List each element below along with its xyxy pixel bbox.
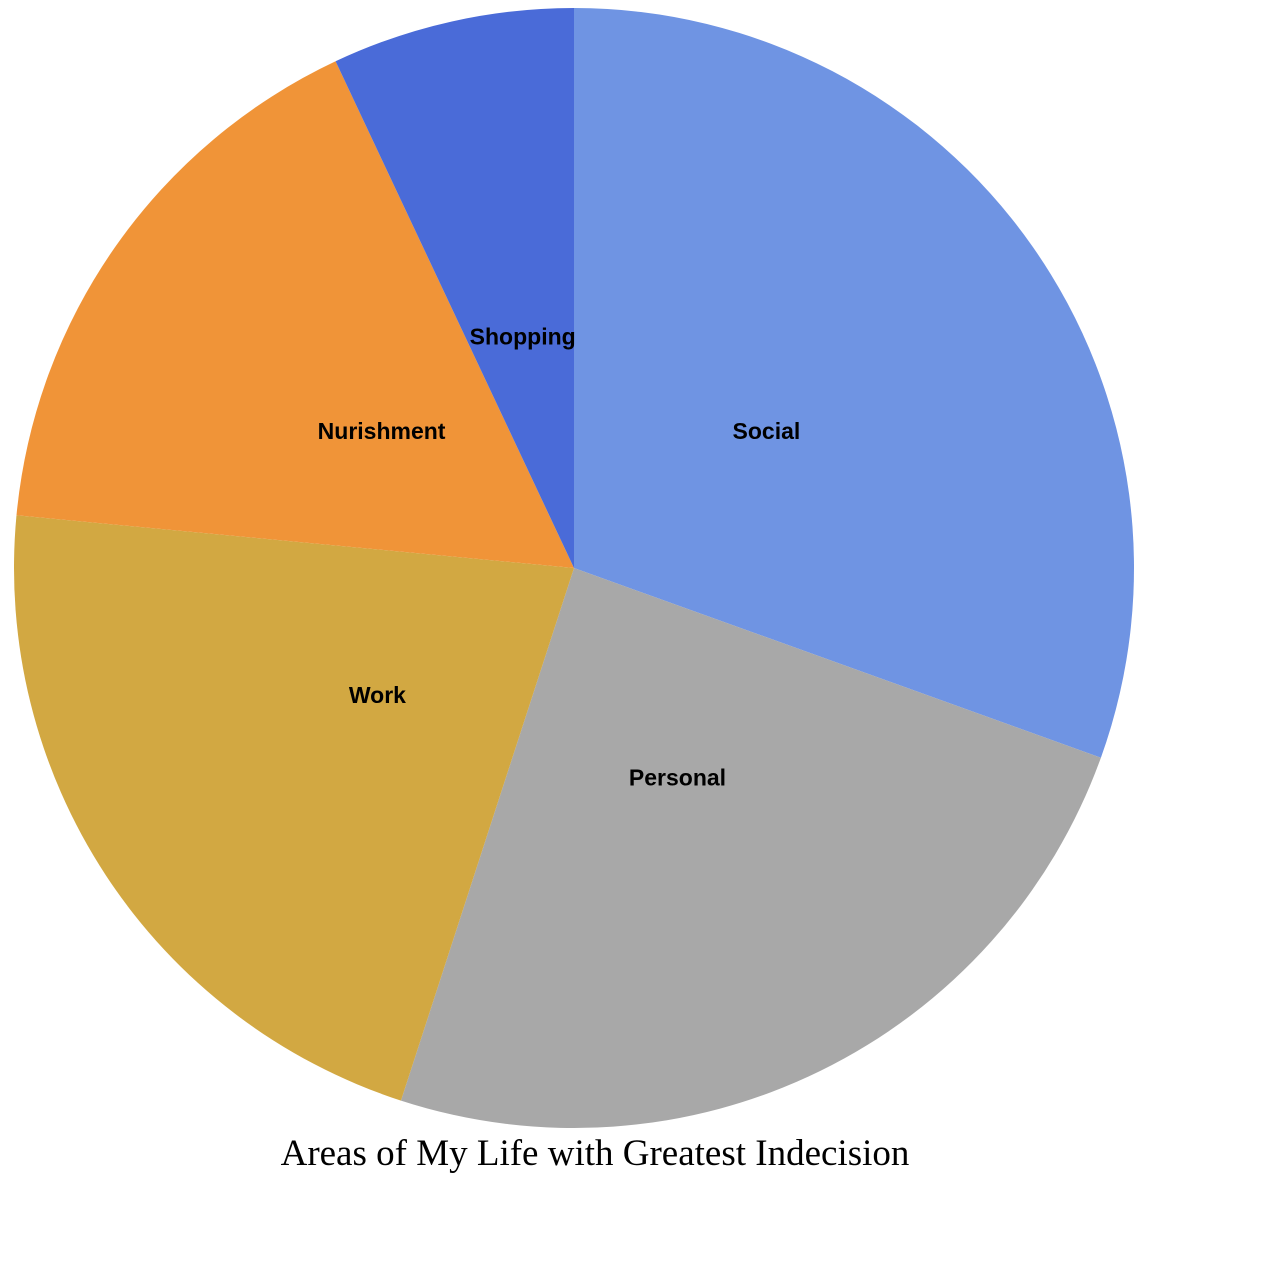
slice-label-shopping: Shopping bbox=[470, 324, 576, 350]
chart-title: Areas of My Life with Greatest Indecisio… bbox=[280, 1133, 910, 1174]
pie-labels: Social Personal Work Nurishment Shopping bbox=[318, 324, 801, 791]
pie-slice-shopping bbox=[335, 8, 574, 568]
slice-label-personal: Personal bbox=[629, 764, 726, 790]
pie-slice-personal bbox=[400, 568, 1101, 1128]
pie-slice-social bbox=[574, 8, 1135, 758]
pie-slice-nurishment bbox=[16, 61, 575, 569]
slice-label-work: Work bbox=[349, 682, 406, 708]
pie-slice-work bbox=[13, 515, 574, 1101]
pie-slices bbox=[13, 8, 1135, 1128]
slice-label-nurishment: Nurishment bbox=[318, 418, 446, 444]
slice-label-social: Social bbox=[733, 418, 801, 444]
